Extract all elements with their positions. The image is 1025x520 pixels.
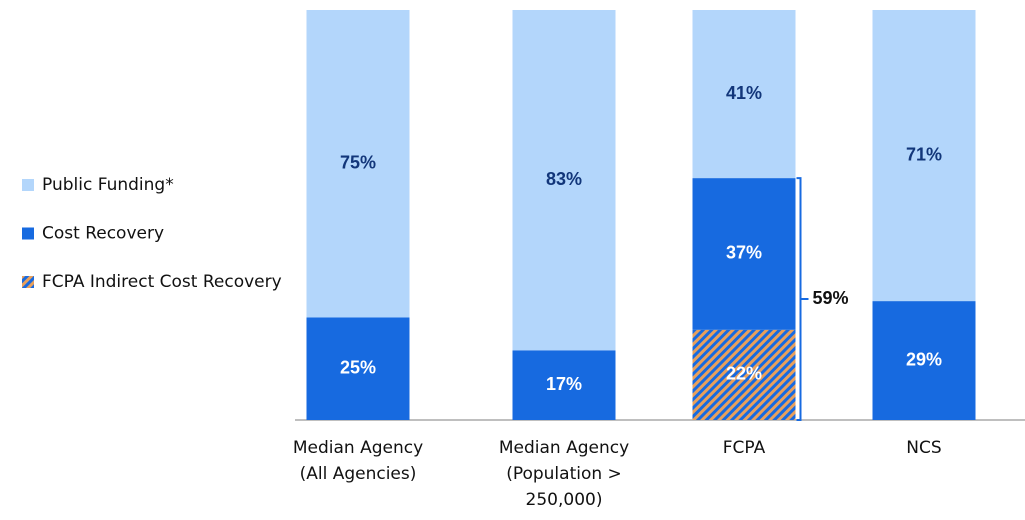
legend-label: FCPA Indirect Cost Recovery <box>42 272 282 292</box>
bracket-label: 59% <box>813 288 849 308</box>
x-tick-label: 250,000) <box>526 490 603 510</box>
value-label: 83% <box>546 169 582 189</box>
legend-swatch <box>22 276 34 288</box>
value-label: 22% <box>726 364 762 384</box>
value-label: 41% <box>726 83 762 103</box>
value-label: 17% <box>546 374 582 394</box>
value-label: 29% <box>906 349 942 369</box>
legend-label: Cost Recovery <box>42 224 164 244</box>
legend-label: Public Funding* <box>42 175 174 195</box>
page: {"chart_data": {"type": "stacked-bar", "… <box>0 0 1025 516</box>
x-tick-label: (All Agencies) <box>300 464 417 484</box>
x-tick-label: FCPA <box>723 438 766 458</box>
legend-swatch <box>22 228 34 240</box>
value-label: 71% <box>906 144 942 164</box>
x-tick-label: (Population > <box>506 464 622 484</box>
x-tick-label: Median Agency <box>499 438 629 458</box>
x-tick-label: NCS <box>906 438 941 458</box>
value-label: 37% <box>726 243 762 263</box>
legend-swatch <box>22 179 34 191</box>
value-label: 25% <box>340 358 376 378</box>
chart: Public Funding* Cost Recovery FCPA Indirec… <box>0 0 1025 516</box>
bracket <box>797 178 809 420</box>
value-label: 75% <box>340 153 376 173</box>
x-tick-label: Median Agency <box>293 438 423 458</box>
